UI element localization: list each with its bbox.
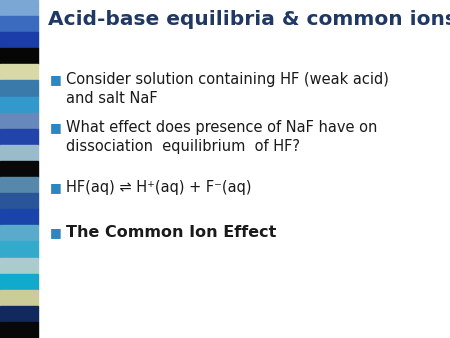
Bar xyxy=(0,193,38,209)
Bar xyxy=(0,209,38,225)
Bar xyxy=(0,274,38,290)
Bar xyxy=(0,97,38,113)
Bar xyxy=(0,48,38,64)
Bar xyxy=(0,177,38,193)
Bar xyxy=(0,225,38,241)
Bar xyxy=(0,161,38,177)
Text: ■: ■ xyxy=(50,73,62,86)
Bar xyxy=(0,113,38,129)
Bar xyxy=(0,290,38,306)
Bar xyxy=(0,258,38,274)
Bar xyxy=(0,32,38,48)
Bar xyxy=(0,16,38,32)
Bar xyxy=(0,145,38,161)
Text: ■: ■ xyxy=(50,121,62,134)
Bar xyxy=(0,0,38,16)
Text: ■: ■ xyxy=(50,181,62,194)
Text: Consider solution containing HF (weak acid)
and salt NaF: Consider solution containing HF (weak ac… xyxy=(66,72,389,106)
Bar xyxy=(0,64,38,80)
Bar xyxy=(0,306,38,322)
Text: The Common Ion Effect: The Common Ion Effect xyxy=(66,225,276,240)
Text: What effect does presence of NaF have on
dissociation  equilibrium  of HF?: What effect does presence of NaF have on… xyxy=(66,120,378,154)
Text: Acid-base equilibria & common ions: Acid-base equilibria & common ions xyxy=(48,10,450,29)
Bar xyxy=(0,322,38,338)
Bar xyxy=(0,241,38,258)
Bar xyxy=(0,129,38,145)
Bar xyxy=(0,80,38,97)
Text: HF(aq) ⇌ H⁺(aq) + F⁻(aq): HF(aq) ⇌ H⁺(aq) + F⁻(aq) xyxy=(66,180,252,195)
Text: ■: ■ xyxy=(50,226,62,239)
